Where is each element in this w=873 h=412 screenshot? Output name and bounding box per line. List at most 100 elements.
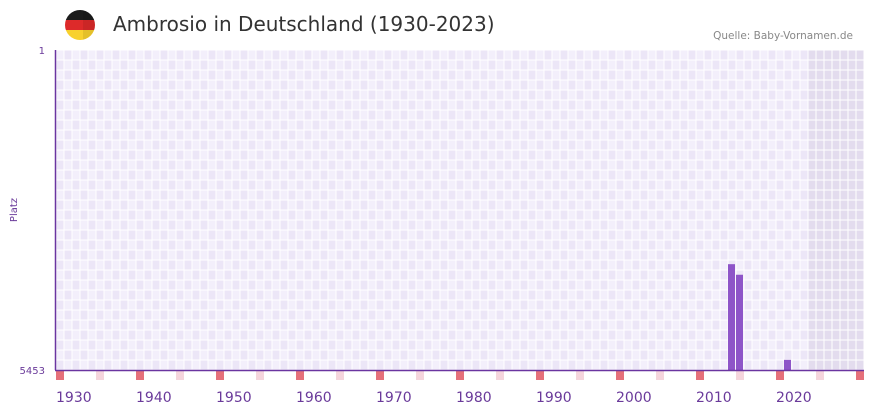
grid-cell	[632, 110, 640, 120]
grid-cell	[160, 240, 168, 250]
grid-cell	[792, 300, 800, 310]
grid-cell	[760, 180, 768, 190]
grid-cell	[456, 70, 464, 80]
grid-cell	[608, 110, 616, 120]
grid-cell	[664, 330, 672, 340]
grid-cell	[608, 50, 616, 60]
grid-cell	[504, 60, 512, 70]
grid-cell	[448, 190, 456, 200]
grid-cell	[704, 60, 712, 70]
grid-cell	[296, 260, 304, 270]
grid-cell	[136, 350, 144, 360]
grid-cell	[472, 60, 480, 70]
grid-cell	[232, 330, 240, 340]
grid-cell	[256, 90, 264, 100]
grid-cell	[632, 280, 640, 290]
grid-cell	[648, 130, 656, 140]
grid-cell	[856, 170, 864, 180]
grid-cell	[128, 110, 136, 120]
grid-cell	[440, 310, 448, 320]
grid-cell	[264, 210, 272, 220]
grid-cell	[680, 150, 688, 160]
grid-cell	[552, 150, 560, 160]
grid-cell	[448, 240, 456, 250]
grid-cell	[528, 180, 536, 190]
grid-cell	[288, 300, 296, 310]
grid-cell	[656, 160, 664, 170]
grid-cell	[232, 230, 240, 240]
grid-cell	[328, 100, 336, 110]
grid-cell	[136, 90, 144, 100]
grid-cell	[856, 300, 864, 310]
grid-cell	[560, 280, 568, 290]
grid-cell	[232, 200, 240, 210]
grid-cell	[352, 190, 360, 200]
grid-cell	[360, 90, 368, 100]
grid-cell	[200, 240, 208, 250]
grid-cell	[264, 260, 272, 270]
grid-cell	[536, 50, 544, 60]
grid-cell	[432, 330, 440, 340]
grid-cell	[808, 80, 816, 90]
grid-cell	[160, 100, 168, 110]
grid-cell	[728, 50, 736, 60]
year-marker-1940	[136, 371, 144, 380]
grid-cell	[104, 110, 112, 120]
grid-cell	[64, 360, 72, 370]
grid-cell	[328, 80, 336, 90]
grid-cell	[296, 130, 304, 140]
grid-cell	[696, 360, 704, 370]
grid-cell	[208, 150, 216, 160]
grid-cell	[592, 310, 600, 320]
grid-cell	[712, 160, 720, 170]
grid-cell	[432, 100, 440, 110]
grid-cell	[184, 110, 192, 120]
grid-cell	[288, 350, 296, 360]
grid-cell	[752, 280, 760, 290]
grid-cell	[224, 210, 232, 220]
grid-cell	[104, 130, 112, 140]
grid-cell	[368, 290, 376, 300]
grid-cell	[800, 310, 808, 320]
grid-cell	[512, 170, 520, 180]
grid-cell	[656, 50, 664, 60]
grid-cell	[520, 250, 528, 260]
grid-cell	[704, 80, 712, 90]
grid-cell	[464, 120, 472, 130]
grid-cell	[296, 310, 304, 320]
grid-cell	[696, 130, 704, 140]
grid-cell	[416, 180, 424, 190]
grid-cell	[248, 80, 256, 90]
grid-cell	[368, 180, 376, 190]
grid-cell	[464, 220, 472, 230]
grid-cell	[488, 130, 496, 140]
grid-cell	[384, 170, 392, 180]
grid-cell	[160, 260, 168, 270]
grid-cell	[752, 350, 760, 360]
grid-cell	[680, 190, 688, 200]
grid-cell	[816, 250, 824, 260]
grid-cell	[296, 190, 304, 200]
grid-cell	[808, 110, 816, 120]
grid-cell	[448, 330, 456, 340]
grid-cell	[768, 210, 776, 220]
grid-cell	[264, 320, 272, 330]
grid-cell	[848, 310, 856, 320]
grid-cell	[680, 90, 688, 100]
grid-cell	[288, 360, 296, 370]
grid-cell	[680, 80, 688, 90]
grid-cell	[528, 130, 536, 140]
grid-cell	[328, 220, 336, 230]
year-marker-2010	[696, 371, 704, 380]
grid-cell	[568, 200, 576, 210]
grid-cell	[192, 130, 200, 140]
grid-cell	[568, 320, 576, 330]
grid-cell	[632, 320, 640, 330]
grid-cell	[432, 80, 440, 90]
grid-cell	[520, 310, 528, 320]
grid-cell	[576, 70, 584, 80]
grid-cell	[672, 60, 680, 70]
grid-cell	[216, 350, 224, 360]
grid-cell	[768, 100, 776, 110]
grid-cell	[216, 250, 224, 260]
